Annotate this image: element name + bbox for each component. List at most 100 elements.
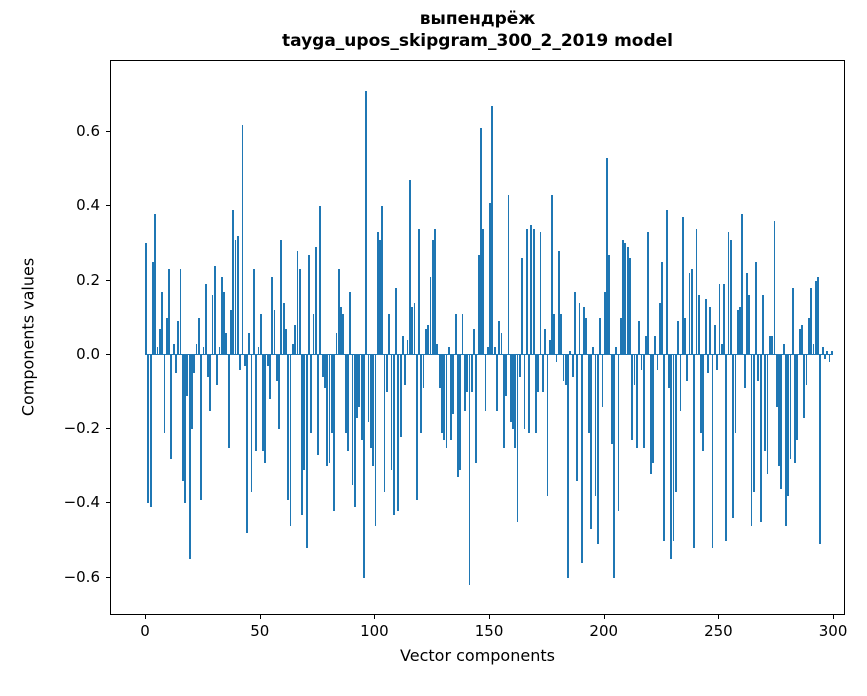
bar [211,295,214,355]
x-tick-label: 150 [474,622,504,640]
bar [328,354,331,463]
zero-baseline [145,354,833,356]
bar [739,306,741,355]
bar [312,313,315,355]
bar [459,354,462,470]
bar [700,354,702,433]
bar [257,347,260,355]
bar [601,354,604,407]
bar [262,354,264,452]
bar [713,325,716,355]
bar [466,354,469,392]
bar [360,354,363,441]
bar [640,354,643,370]
bar [340,306,342,355]
bar [704,299,707,355]
bar [457,354,459,478]
bar [422,354,425,389]
bar [489,202,491,355]
bar [241,124,244,355]
bar [285,328,287,355]
bar [512,354,514,430]
bar [381,206,384,355]
bar [493,347,496,355]
x-tick-label: 100 [360,622,389,640]
bar [294,325,297,355]
bar [610,354,613,444]
bar [746,273,748,355]
bar [782,343,785,355]
bar [762,295,764,355]
bar [296,250,299,355]
bar [149,354,152,508]
bar [734,354,737,433]
bar [399,354,402,437]
bar [743,354,746,389]
bar [461,313,464,355]
bar [518,354,521,378]
bar [145,243,147,355]
bar [590,354,592,530]
bar [523,354,526,430]
bar [764,354,767,452]
y-tick-mark [106,205,110,207]
bar [674,354,677,493]
bar [230,310,232,355]
bar [750,354,753,526]
bar [741,213,744,355]
bar [363,354,365,578]
bar [390,354,393,470]
bar [665,209,668,355]
y-tick-mark [106,502,110,504]
bar [775,354,778,407]
bar [732,354,735,519]
bar [353,354,356,508]
y-tick-mark [106,428,110,430]
bar [413,302,416,355]
bar [773,221,776,355]
bar [684,317,686,355]
bar [243,354,246,366]
bar [718,284,721,355]
bar [269,354,271,400]
bar [496,354,498,411]
bar [204,284,207,355]
bar [420,354,423,433]
bar [335,332,338,355]
bar [791,287,794,355]
bar [452,354,455,415]
bar [622,239,624,355]
x-tick-mark [718,615,720,619]
bar [830,351,833,355]
y-tick-label: 0.4 [76,196,100,215]
bar [392,354,395,515]
y-tick-mark [106,353,110,355]
bar [807,317,810,355]
bar [626,247,629,355]
bar [693,354,696,549]
bar [434,228,436,355]
bar [475,354,478,463]
bar [672,354,675,541]
bar [486,347,489,355]
bar [567,354,569,578]
bar [629,258,631,355]
bar [603,291,606,355]
bar [530,224,533,355]
bar [351,354,354,485]
bar [200,354,203,500]
bar [553,313,556,355]
bar [725,354,728,541]
bar [177,321,180,355]
bar [445,354,448,448]
bar [154,213,157,355]
bar [408,180,411,355]
x-tick-label: 300 [818,622,848,640]
bar [441,354,443,433]
y-axis-label: Components values [18,257,38,417]
bar [482,228,485,355]
bar [376,232,379,355]
bar [697,295,700,355]
bar [188,354,191,560]
bar [264,354,267,463]
